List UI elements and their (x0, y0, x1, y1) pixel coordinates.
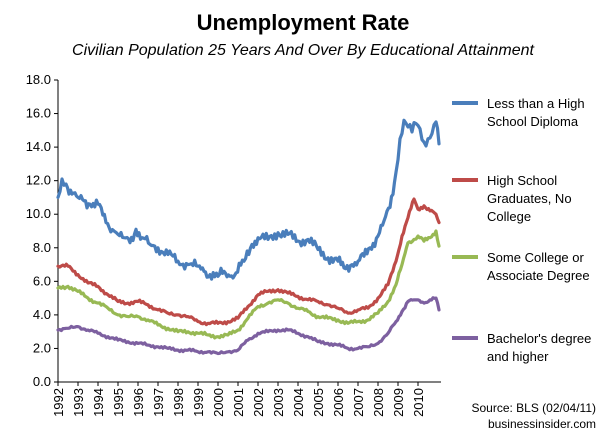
y-tick-label: 4.0 (33, 307, 51, 322)
x-axis-ticks: 1992 1993 1994 1995 1996 1997 1998 1999 2000 2001… (51, 382, 426, 417)
legend-label-4: and higher (487, 349, 549, 364)
legend: Less than a High School Diploma High Schoo… (452, 96, 591, 364)
series-line-4 (56, 296, 441, 356)
x-tick-label: 1999 (191, 388, 206, 417)
x-tick-label: 2001 (231, 388, 246, 417)
x-tick-label: 1995 (111, 388, 126, 417)
x-tick-label: 1992 (51, 388, 66, 417)
x-tick-label: 1994 (91, 388, 106, 417)
x-tick-label: 2003 (271, 388, 286, 417)
legend-label-2: College (487, 209, 531, 224)
x-tick-label: 1997 (151, 388, 166, 417)
legend-label-2: High School (487, 173, 557, 188)
y-axis-ticks: 0.0 2.0 4.0 6.0 8.0 10.0 12.0 14.0 16.0 18.0 (26, 72, 58, 389)
x-tick-label: 2004 (291, 388, 306, 417)
x-tick-label: 2008 (371, 388, 386, 417)
y-tick-label: 8.0 (33, 240, 51, 255)
chart-subtitle: Civilian Population 25 Years And Over By… (72, 42, 534, 59)
series-line-2 (56, 197, 441, 327)
y-tick-label: 2.0 (33, 340, 51, 355)
legend-label-3: Associate Degree (487, 268, 590, 283)
y-tick-label: 12.0 (26, 173, 51, 188)
x-tick-label: 1993 (71, 388, 86, 417)
y-tick-label: 10.0 (26, 206, 51, 221)
y-tick-label: 0.0 (33, 374, 51, 389)
legend-label-2: Graduates, No (487, 191, 572, 206)
series-line-1 (56, 118, 441, 281)
y-tick-label: 16.0 (26, 106, 51, 121)
x-tick-label: 2010 (411, 388, 426, 417)
chart-title: Unemployment Rate (197, 10, 410, 35)
y-tick-label: 14.0 (26, 139, 51, 154)
x-tick-label: 2005 (311, 388, 326, 417)
y-tick-label: 18.0 (26, 72, 51, 87)
legend-label-1: School Diploma (487, 114, 579, 129)
y-tick-label: 6.0 (33, 273, 51, 288)
series-line-3 (56, 229, 441, 340)
x-tick-label: 2000 (211, 388, 226, 417)
legend-label-3: Some College or (487, 250, 584, 265)
x-tick-label: 2002 (251, 388, 266, 417)
x-tick-label: 2009 (391, 388, 406, 417)
legend-label-1: Less than a High (487, 96, 585, 111)
source-line-1: Source: BLS (02/04/11) (471, 401, 596, 415)
x-tick-label: 1998 (171, 388, 186, 417)
x-tick-label: 2007 (351, 388, 366, 417)
x-tick-label: 1996 (131, 388, 146, 417)
x-tick-label: 2006 (331, 388, 346, 417)
source-line-2: businessinsider.com (488, 417, 596, 431)
legend-label-4: Bachelor's degree (487, 331, 591, 346)
series-lines (56, 118, 441, 356)
